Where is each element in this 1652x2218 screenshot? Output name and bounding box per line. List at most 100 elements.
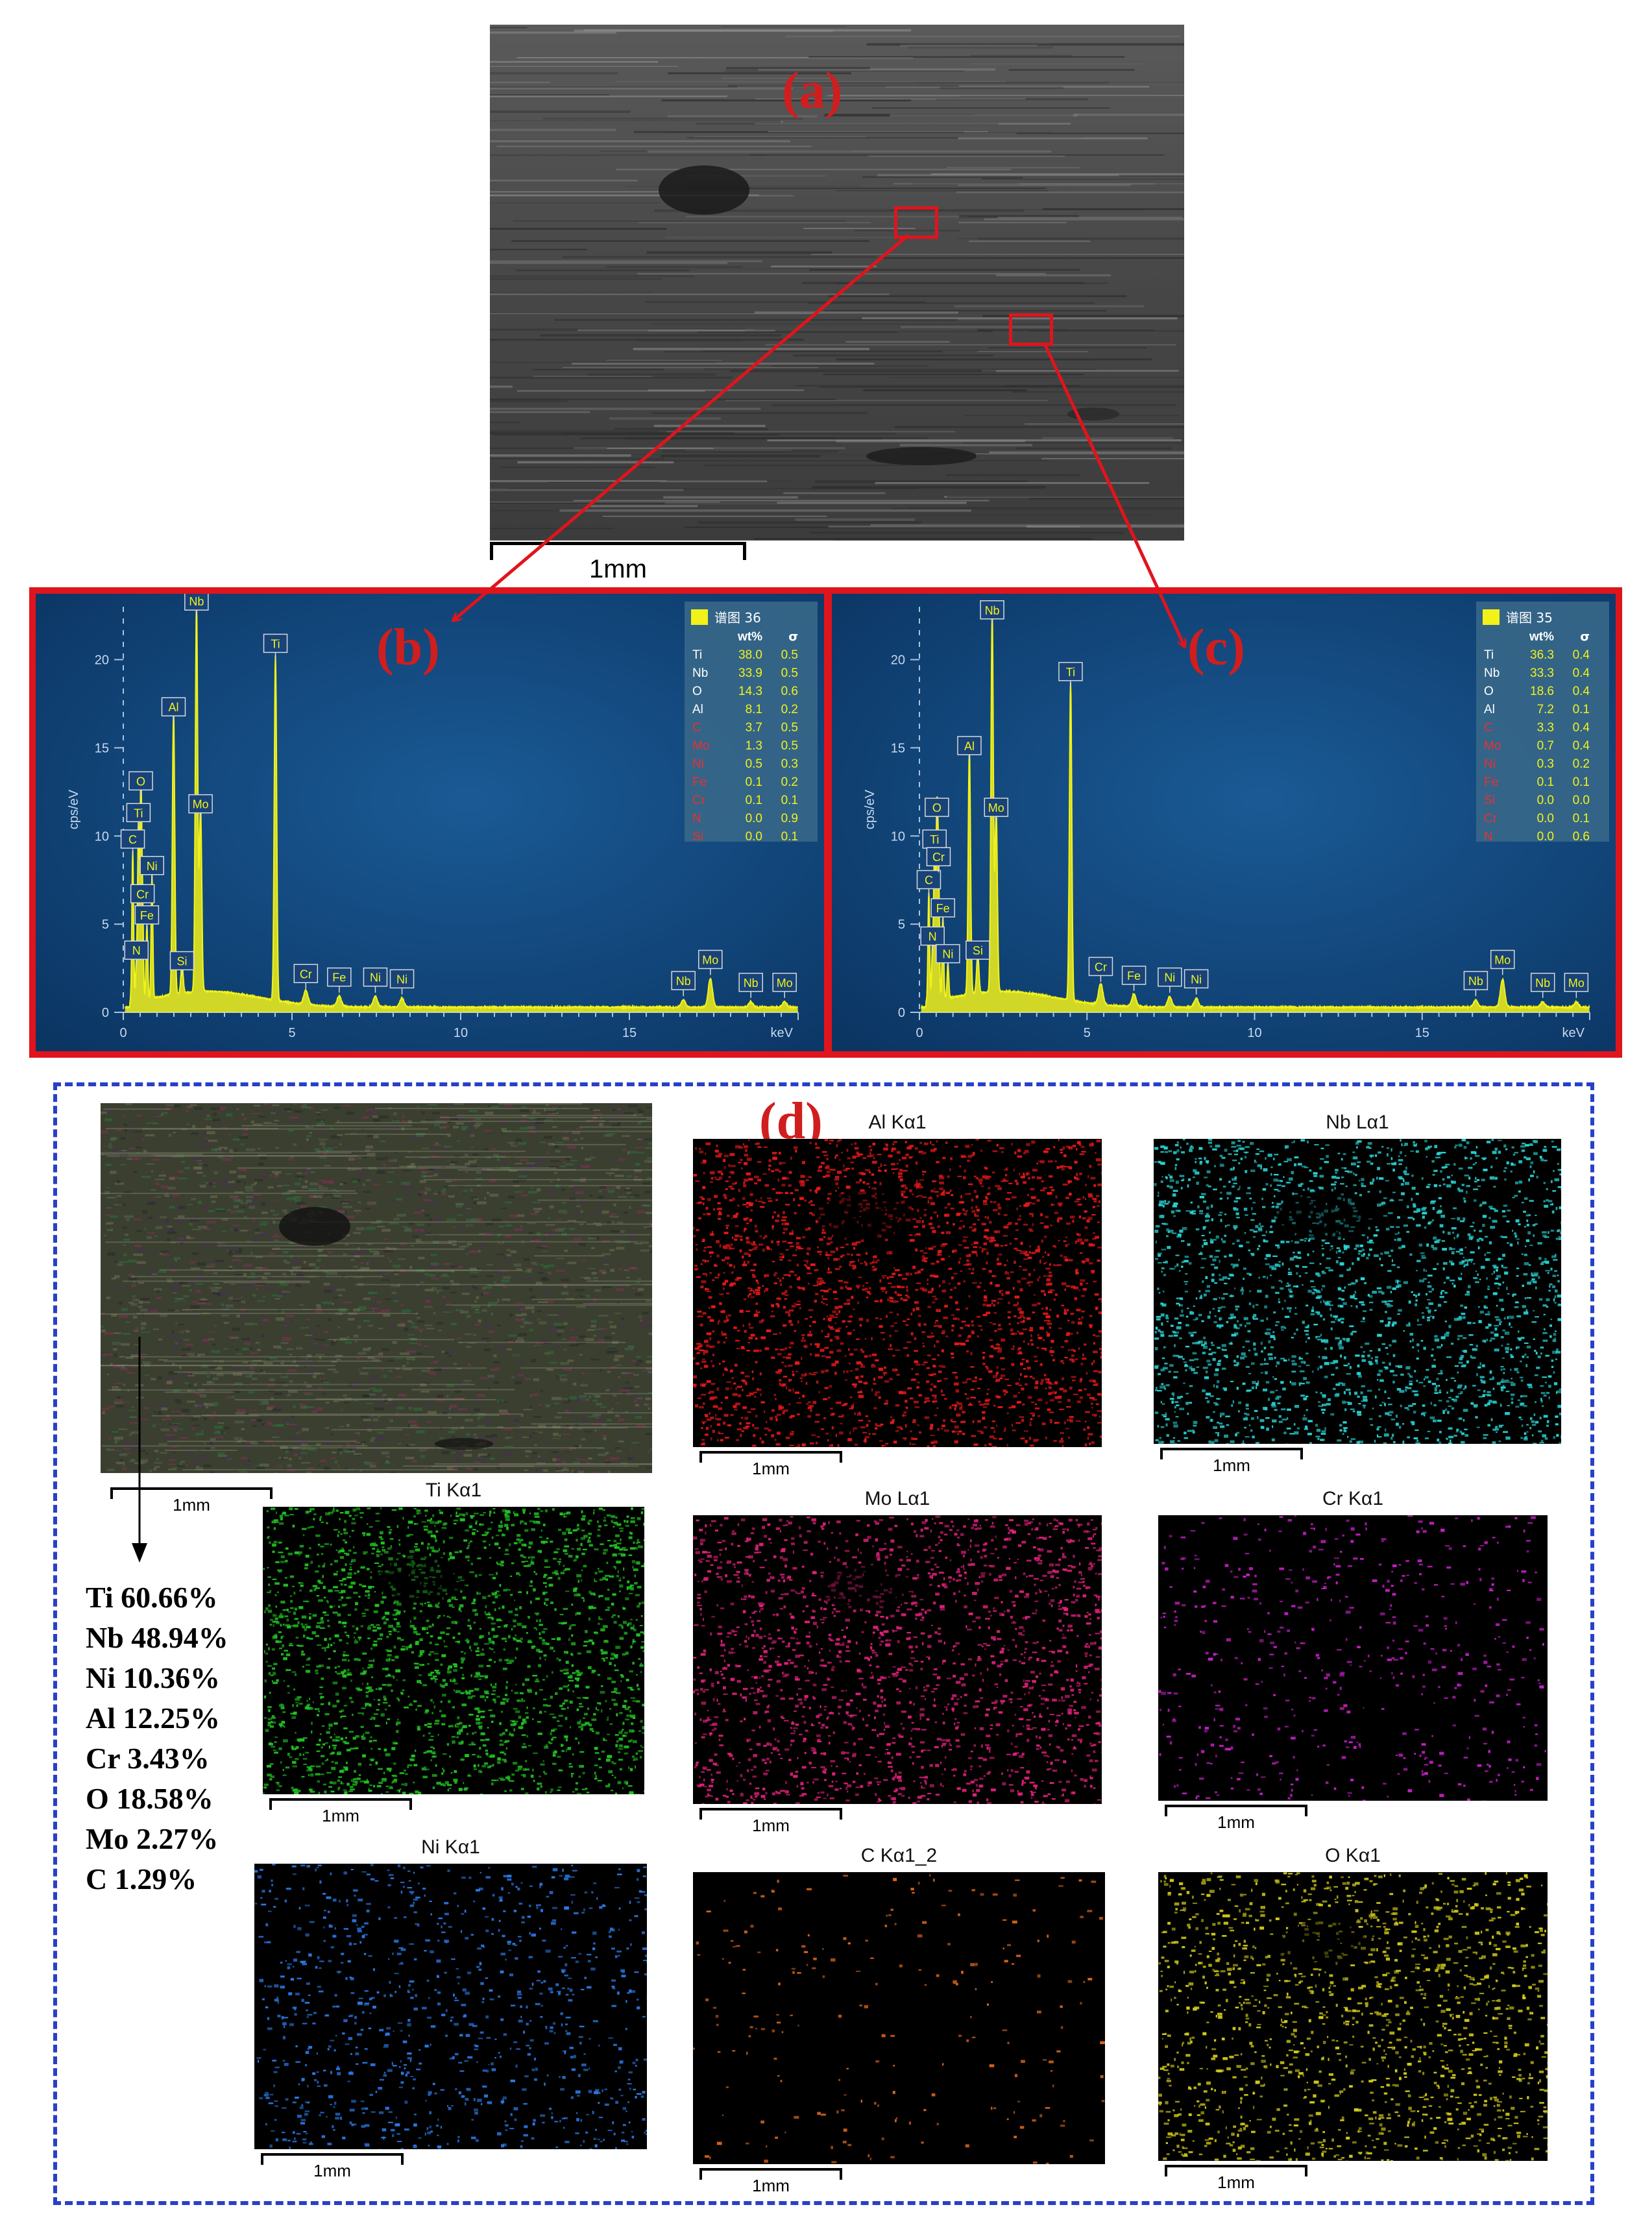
spectrum-plot: 0 5 10 15 0 5 10 15 20 keV cps/eV N C Ti O Cr Fe Ni Al Si Nb… bbox=[832, 594, 1616, 1051]
legend-element: Ni bbox=[692, 757, 704, 771]
peak-label: Al bbox=[161, 697, 186, 723]
spectrum-panel-b: 0 5 10 15 0 5 10 15 20 keV cps/eV N C Ti O Cr Fe Ni Al Si Nb… bbox=[29, 587, 831, 1058]
map-title: Cr Kα1 bbox=[1322, 1488, 1384, 1509]
legend-wt: 0.0 bbox=[1537, 812, 1554, 825]
legend-element: C bbox=[1484, 721, 1493, 735]
legend-title: 谱图 35 bbox=[1506, 610, 1553, 626]
composite-scale-bar: 1mm bbox=[110, 1487, 273, 1526]
map-title: Mo Lα1 bbox=[864, 1488, 930, 1509]
svg-text:Fe: Fe bbox=[332, 971, 346, 984]
svg-text:Nb: Nb bbox=[189, 595, 204, 608]
svg-text:wt%: wt% bbox=[737, 630, 762, 644]
composition-item: Nb 48.94% bbox=[86, 1621, 228, 1654]
peak-label: O bbox=[128, 771, 153, 797]
legend-wt: 0.1 bbox=[1537, 775, 1554, 789]
map-scale-label: 1mm bbox=[1217, 2173, 1255, 2192]
svg-text:Mo: Mo bbox=[1568, 977, 1585, 990]
map-title: Nb Lα1 bbox=[1326, 1112, 1389, 1133]
legend-element: Nb bbox=[1484, 666, 1500, 680]
svg-text:Mo: Mo bbox=[777, 977, 793, 990]
peak-label: Mo bbox=[698, 949, 723, 975]
legend-element: Ti bbox=[692, 648, 702, 662]
composition-item: Ni 10.36% bbox=[86, 1661, 220, 1694]
map-scale-label: 1mm bbox=[752, 1459, 790, 1478]
map-title: Ni Kα1 bbox=[421, 1836, 480, 1858]
legend-wt: 0.0 bbox=[1537, 794, 1554, 807]
map-scale-label: 1mm bbox=[1213, 1456, 1250, 1475]
svg-text:Ni: Ni bbox=[1164, 971, 1175, 984]
composition-item: Cr 3.43% bbox=[86, 1742, 210, 1775]
x-tick-label: 10 bbox=[1247, 1026, 1261, 1040]
svg-text:Ni: Ni bbox=[370, 971, 381, 984]
y-tick-label: 5 bbox=[102, 918, 109, 932]
svg-text:Fe: Fe bbox=[1127, 969, 1141, 982]
legend-wt: 18.6 bbox=[1530, 685, 1554, 698]
mapping-frame bbox=[53, 1082, 1594, 2205]
peak-label: Ni bbox=[140, 856, 164, 881]
spectrum-line bbox=[124, 606, 799, 1010]
legend-element: Si bbox=[692, 830, 703, 844]
peak-label: Nb bbox=[671, 971, 696, 997]
peak-label: Cr bbox=[926, 847, 951, 873]
panel-label-a: (a) bbox=[782, 62, 843, 119]
svg-text:wt%: wt% bbox=[1529, 630, 1554, 644]
legend-wt: 1.3 bbox=[746, 739, 762, 753]
svg-text:Ti: Ti bbox=[1066, 666, 1075, 679]
map-scale-label: 1mm bbox=[313, 2161, 351, 2180]
legend-sigma: 0.9 bbox=[781, 812, 798, 825]
svg-text:Fe: Fe bbox=[140, 909, 154, 922]
map-scale-label: 1mm bbox=[1217, 1812, 1255, 1832]
x-tick-label: 0 bbox=[916, 1026, 923, 1040]
svg-text:Ni: Ni bbox=[396, 973, 407, 986]
panel-label-d: (d) bbox=[759, 1093, 823, 1150]
map-scale-bar: 1mm bbox=[1160, 1448, 1303, 1480]
peak-label: Nb bbox=[980, 600, 1004, 626]
x-tick-label: 15 bbox=[622, 1026, 637, 1040]
legend-element: C bbox=[692, 721, 701, 735]
legend-sigma: 0.1 bbox=[1573, 812, 1590, 825]
legend-sigma: 0.4 bbox=[1573, 739, 1590, 753]
svg-text:Mo: Mo bbox=[988, 801, 1004, 814]
legend-wt: 14.3 bbox=[738, 685, 762, 698]
x-tick-label: 5 bbox=[1084, 1026, 1091, 1040]
svg-text:Nb: Nb bbox=[985, 604, 1000, 617]
legend-wt: 36.3 bbox=[1530, 648, 1554, 662]
svg-text:Mo: Mo bbox=[1494, 954, 1511, 967]
element-map bbox=[1154, 1139, 1561, 1444]
sem-texture bbox=[490, 25, 1184, 541]
svg-text:Ni: Ni bbox=[147, 860, 158, 873]
composition-item: C 1.29% bbox=[86, 1862, 197, 1895]
composite-map bbox=[101, 1103, 652, 1473]
map-scale-bar: 1mm bbox=[269, 1798, 412, 1831]
svg-text:Nb: Nb bbox=[1468, 975, 1483, 988]
legend-sigma: 0.1 bbox=[1573, 703, 1590, 716]
legend-table: 谱图 36 wt% σ Ti 38.0 0.5 Nb 33.9 0.5 O 14.3 0.6 Al 8.1… bbox=[685, 602, 818, 844]
svg-text:N: N bbox=[929, 930, 937, 943]
peak-label: O bbox=[925, 798, 949, 823]
legend-wt: 0.1 bbox=[746, 794, 762, 807]
legend-sigma: 0.4 bbox=[1573, 666, 1590, 680]
legend-title: 谱图 36 bbox=[714, 610, 761, 626]
y-tick-label: 15 bbox=[891, 741, 905, 755]
svg-text:N: N bbox=[132, 944, 141, 957]
peak-label: Mo bbox=[1564, 973, 1589, 998]
map-scale-bar: 1mm bbox=[1165, 2165, 1307, 2197]
x-tick-label: 10 bbox=[454, 1026, 468, 1040]
map-title: C Kα1_2 bbox=[860, 1845, 938, 1866]
svg-text:C: C bbox=[925, 874, 933, 887]
composition-item: O 18.58% bbox=[86, 1782, 213, 1815]
peak-label: Mo bbox=[984, 798, 1009, 823]
legend-wt: 0.0 bbox=[746, 812, 762, 825]
svg-text:Al: Al bbox=[168, 701, 178, 714]
legend-wt: 0.0 bbox=[1537, 830, 1554, 844]
y-axis-label: cps/eV bbox=[67, 789, 81, 829]
element-map bbox=[1158, 1872, 1548, 2161]
map-scale-label: 1mm bbox=[752, 1816, 790, 1835]
arrow-to-b bbox=[454, 234, 910, 620]
svg-text:O: O bbox=[932, 801, 941, 814]
connector-arrows bbox=[0, 234, 1652, 714]
svg-text:Ti: Ti bbox=[930, 833, 939, 846]
svg-text:Mo: Mo bbox=[702, 954, 718, 967]
legend-wt: 7.2 bbox=[1537, 703, 1554, 716]
element-map bbox=[693, 1139, 1102, 1447]
